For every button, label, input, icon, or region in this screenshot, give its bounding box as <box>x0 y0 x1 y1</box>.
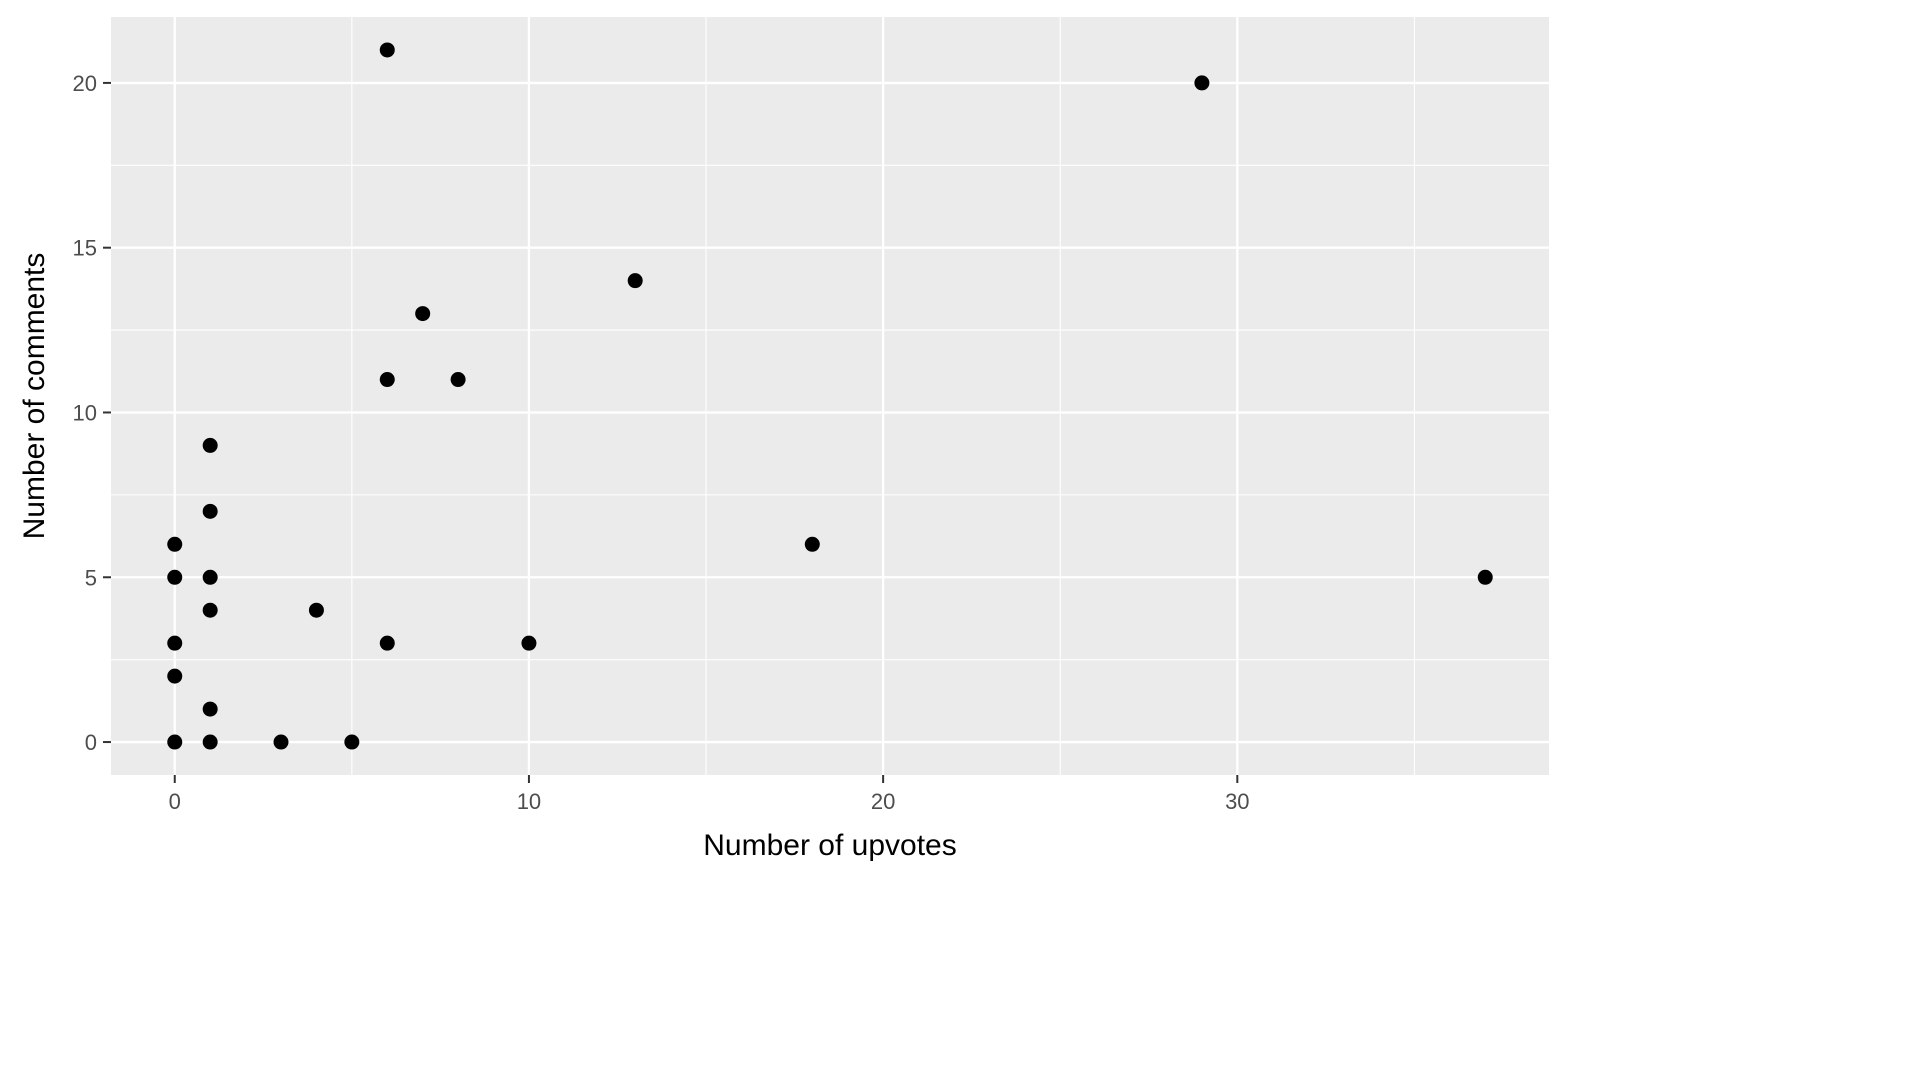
data-point <box>344 734 360 750</box>
plot-panel <box>111 17 1549 775</box>
y-tick-label: 20 <box>73 71 97 96</box>
x-axis: 0 10 20 30 <box>169 775 1250 814</box>
data-point <box>379 42 395 58</box>
data-point <box>202 701 218 717</box>
data-point <box>521 635 537 651</box>
x-tick-label: 20 <box>871 789 895 814</box>
data-point <box>1194 75 1210 91</box>
y-axis-title: Number of comments <box>18 253 51 540</box>
data-point <box>273 734 289 750</box>
y-tick-label: 10 <box>73 400 97 425</box>
data-point <box>167 635 183 651</box>
scatter-chart: 0 10 20 30 0 5 10 15 20 Number of upvotes Numbe… <box>18 17 1549 862</box>
data-point <box>167 536 183 552</box>
data-point <box>167 734 183 750</box>
y-tick-label: 15 <box>73 236 97 261</box>
data-point <box>202 734 218 750</box>
data-point <box>804 536 820 552</box>
data-point <box>202 602 218 618</box>
data-point <box>379 372 395 388</box>
data-point <box>202 437 218 453</box>
x-axis-title: Number of upvotes <box>703 829 956 862</box>
x-tick-label: 0 <box>169 789 181 814</box>
y-tick-label: 0 <box>85 730 97 755</box>
x-tick-label: 10 <box>517 789 541 814</box>
x-tick-label: 30 <box>1225 789 1249 814</box>
minor-grid <box>111 17 1549 775</box>
data-point <box>167 569 183 585</box>
data-point <box>202 503 218 519</box>
data-point <box>627 273 643 289</box>
data-point <box>308 602 324 618</box>
major-grid <box>111 17 1549 775</box>
y-axis: 0 5 10 15 20 <box>73 71 111 755</box>
data-point <box>379 635 395 651</box>
data-points <box>167 42 1493 750</box>
data-point <box>1477 569 1493 585</box>
data-point <box>167 668 183 684</box>
data-point <box>202 569 218 585</box>
y-tick-label: 5 <box>85 565 97 590</box>
data-point <box>415 306 431 322</box>
data-point <box>450 372 466 388</box>
